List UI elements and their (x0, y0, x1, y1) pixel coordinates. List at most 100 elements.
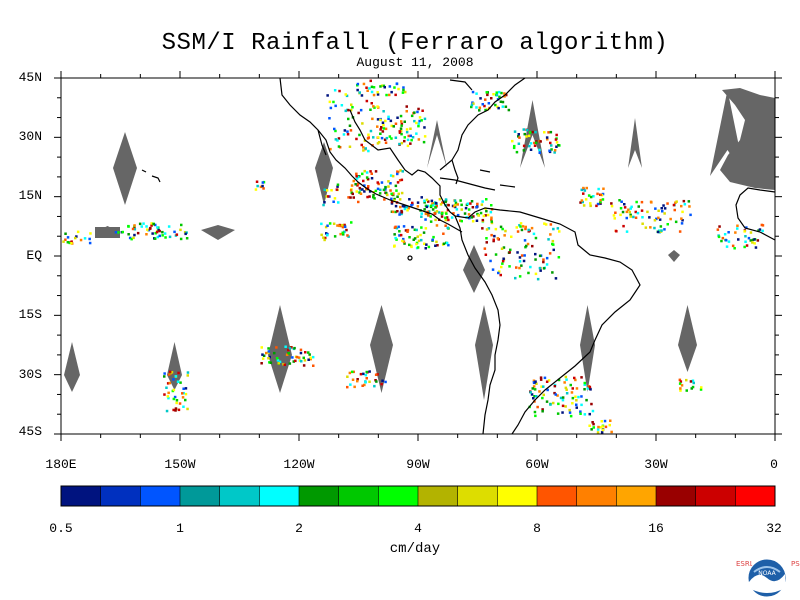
rain-pixel (636, 211, 640, 215)
rain-pixel (554, 393, 557, 396)
rain-pixel (688, 205, 691, 208)
rain-pixel (534, 130, 537, 134)
lon-label-30w: 30W (644, 457, 668, 472)
colorbar-swatch (457, 486, 498, 506)
rain-pixel (363, 190, 366, 193)
rain-pixel (336, 224, 339, 227)
rain-pixel (495, 93, 499, 97)
rain-pixel (417, 122, 420, 125)
rain-pixel (325, 189, 329, 192)
rain-pixel (326, 233, 329, 237)
rain-pixel (435, 224, 439, 227)
rain-pixel (391, 174, 395, 178)
rain-pixel (357, 111, 360, 115)
rain-pixel (486, 93, 489, 97)
rain-pixel (365, 187, 368, 191)
rain-pixel (330, 189, 333, 192)
colorbar-swatch (656, 486, 696, 506)
rain-pixel (165, 386, 168, 389)
rain-pixel (516, 230, 520, 233)
rain-pixel (400, 141, 404, 145)
rain-pixel (405, 130, 409, 134)
rain-pixel (352, 196, 355, 199)
rain-pixel (396, 195, 399, 198)
rain-pixel (496, 105, 499, 109)
rain-pixel (753, 238, 756, 241)
rain-pixel (404, 90, 407, 94)
rain-pixel (660, 229, 663, 232)
rain-pixel (336, 185, 339, 188)
rain-pixel (525, 244, 528, 248)
rain-pixel (388, 135, 392, 138)
rain-pixel (577, 395, 580, 399)
rain-pixel (275, 357, 279, 360)
rain-pixel (467, 208, 471, 211)
rain-pixel (538, 148, 541, 152)
rain-pixel (416, 205, 420, 208)
rain-pixel (599, 198, 602, 202)
rain-pixel (368, 370, 371, 373)
coastline-path (454, 207, 641, 435)
rain-pixel (88, 241, 92, 245)
rain-pixel (88, 237, 91, 241)
colorbar-swatch (180, 486, 220, 506)
rain-pixel (360, 143, 363, 147)
rain-pixel (444, 216, 447, 220)
rain-pixel (374, 170, 378, 173)
rain-pixel (392, 125, 395, 128)
lon-label-180e: 180E (45, 457, 77, 472)
rain-pixel (476, 212, 479, 216)
lon-label-150w: 150W (164, 457, 196, 472)
rain-pixel (464, 206, 468, 210)
rain-pixel (399, 129, 403, 133)
rain-pixel (526, 242, 530, 246)
rain-pixel (662, 204, 665, 207)
rain-pixel (482, 214, 486, 218)
rain-pixel (372, 194, 375, 197)
rain-pixel (571, 402, 574, 405)
rain-pixel (574, 395, 577, 398)
rain-pixel (267, 347, 270, 350)
rain-pixel (323, 201, 326, 204)
rain-pixel (584, 198, 588, 201)
rain-pixel (447, 203, 450, 207)
rain-pixel (484, 214, 487, 217)
rain-pixel (525, 128, 529, 132)
rain-pixel (520, 264, 523, 267)
swath-gap-diamond (668, 250, 680, 262)
rain-pixel (542, 393, 545, 397)
rain-pixel (547, 131, 550, 134)
rain-pixel (366, 137, 370, 140)
rain-pixel (337, 145, 341, 148)
rain-pixel (501, 259, 505, 263)
swath-gaps (64, 88, 775, 400)
rain-pixel (365, 370, 368, 374)
rain-pixel (170, 371, 174, 374)
rain-pixel (350, 370, 354, 374)
rain-pixel (621, 210, 625, 214)
rain-pixel (341, 223, 344, 227)
rain-pixel (382, 110, 385, 113)
rain-pixel (293, 346, 296, 350)
rain-pixel (344, 109, 347, 113)
rain-pixel (542, 260, 545, 264)
rain-pixel (417, 107, 420, 111)
rain-pixel (387, 117, 390, 120)
rain-pixel (522, 259, 526, 263)
rain-pixel (545, 380, 549, 383)
rain-pixel (395, 238, 398, 241)
rain-pixel (442, 242, 446, 245)
coastline-path (151, 175, 161, 183)
rain-pixel (534, 414, 537, 418)
rain-pixel (485, 209, 488, 213)
rain-pixel (501, 227, 504, 231)
rain-pixel (494, 227, 498, 231)
rain-pixel (358, 133, 361, 137)
rain-pixel (407, 134, 410, 138)
rain-pixel (371, 117, 374, 121)
rain-pixel (297, 356, 301, 359)
rain-pixel (575, 387, 579, 390)
rain-pixel (181, 392, 184, 395)
map-frame (60, 77, 776, 435)
axis-ticks (54, 71, 782, 441)
